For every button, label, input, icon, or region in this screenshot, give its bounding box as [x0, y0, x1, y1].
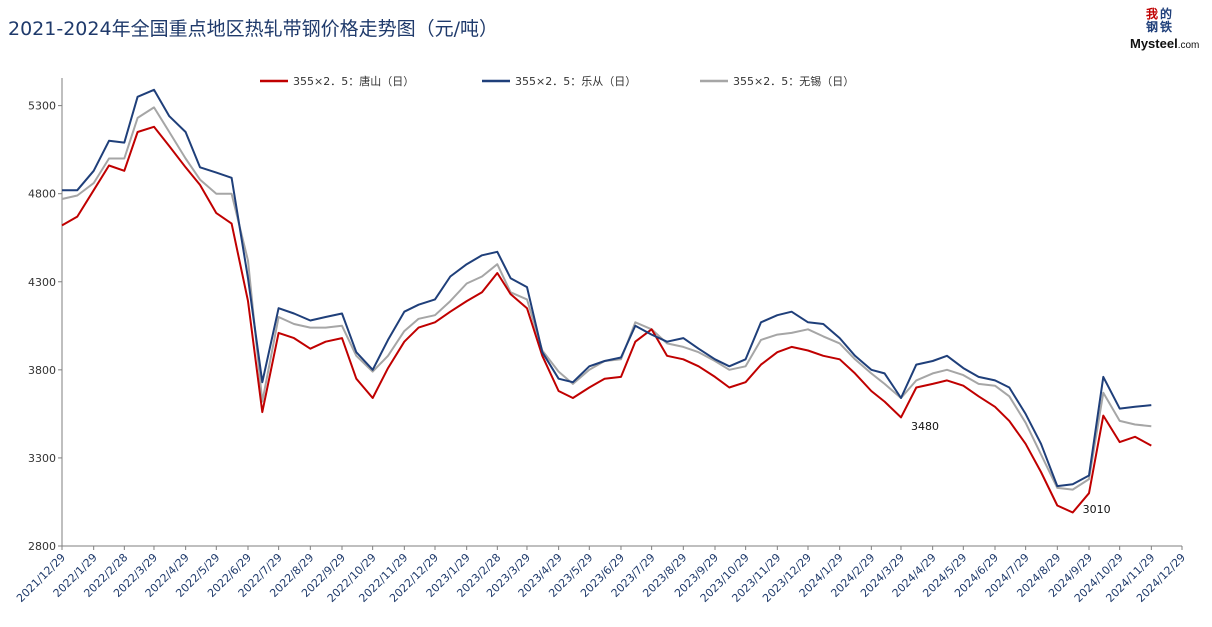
brand-suffix: .com — [1177, 40, 1200, 51]
y-tick-label: 4300 — [28, 276, 56, 289]
y-tick-label: 3300 — [28, 452, 56, 465]
chart-annotations: 3480 3010 — [911, 420, 1111, 516]
y-tick-label: 2800 — [28, 540, 56, 553]
logo-seal: 我 的 钢 铁 — [1142, 6, 1188, 36]
annotation-label: 3010 — [1083, 503, 1111, 516]
series-line-1 — [61, 125, 1152, 514]
legend-label-2: 355×2．5：乐从（日） — [515, 75, 636, 88]
legend-label-3: 355×2．5：无锡（日） — [733, 74, 854, 88]
seal-char-4: 铁 — [1160, 20, 1173, 34]
chart-series — [61, 88, 1152, 514]
series-line-3 — [61, 106, 1152, 491]
brand-main: Mysteel — [1130, 36, 1178, 51]
annotation-label: 3480 — [911, 420, 939, 433]
mysteel-logo: 我 的 钢 铁 Mysteel.com — [1130, 6, 1208, 52]
series-line-2 — [62, 88, 1152, 488]
seal-char-2: 的 — [1160, 7, 1173, 21]
seal-char-3: 钢 — [1146, 20, 1159, 34]
chart-title: 2021-2024年全国重点地区热轧带钢价格走势图（元/吨） — [8, 18, 498, 40]
y-tick-label: 4800 — [28, 188, 56, 201]
chart-legend: 355×2．5：唐山（日） 355×2．5：乐从（日） 355×2．5：无锡（日） — [260, 74, 854, 88]
y-tick-label: 5300 — [28, 100, 56, 113]
logo-brand: Mysteel.com — [1130, 36, 1199, 51]
y-tick-label: 3800 — [28, 364, 56, 377]
chart-axes: 2800330038004300480053002021/12/292022/1… — [14, 78, 1188, 605]
legend-label-1: 355×2．5：唐山（日） — [293, 74, 414, 88]
seal-char-1: 我 — [1146, 7, 1159, 21]
